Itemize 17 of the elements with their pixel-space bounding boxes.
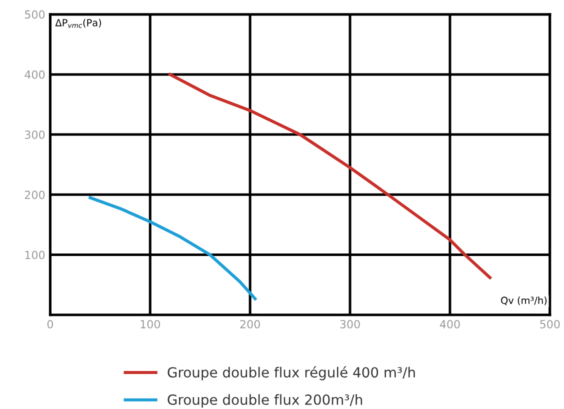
- y-tick-label: 500: [24, 10, 45, 19]
- x-tick-label: 0: [47, 320, 53, 328]
- x-axis-title: Qv (m³/h): [501, 296, 547, 306]
- legend-label: Groupe double flux régulé 400 m³/h: [168, 366, 415, 380]
- y-tick-label: 200: [24, 190, 45, 200]
- y-tick-label: 100: [25, 250, 45, 260]
- x-tick-label: 400: [440, 320, 460, 328]
- y-axis-title: ΔP$_{vmc}$(Pa): [55, 18, 102, 28]
- line-series: [88, 196, 257, 300]
- legend-label: Groupe double flux 200m³/h: [168, 394, 362, 408]
- x-tick-label: 500: [540, 320, 560, 328]
- y-tick-label: 300: [24, 130, 45, 139]
- x-tick-label: 200: [240, 320, 260, 328]
- y-tick-label: 400: [24, 70, 45, 79]
- x-tick-label: 300: [340, 320, 360, 328]
- line-series: [168, 72, 492, 280]
- x-tick-label: 100: [140, 320, 160, 328]
